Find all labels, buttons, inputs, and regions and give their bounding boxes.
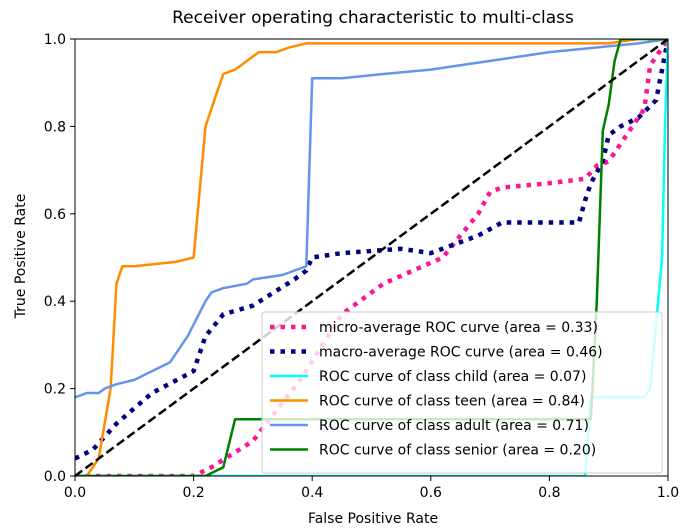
x-axis-label: False Positive Rate [308,511,438,527]
legend-box [261,311,663,474]
legend-label: macro-average ROC curve (area = 0.46) [319,345,603,361]
x-tick-label: 0.2 [182,485,204,501]
y-tick-label: 1.0 [44,32,66,48]
y-axis-ticks: 0.0 0.2 0.4 0.6 0.8 1.0 [44,32,75,485]
x-tick-label: 1.0 [657,485,679,501]
legend-label: ROC curve of class teen (area = 0.84) [319,394,585,410]
series-line-5 [75,39,668,399]
y-axis-label: True Positive Rate [13,194,29,320]
x-tick-label: 0.0 [64,485,86,501]
chance-diagonal-line [75,39,668,476]
x-tick-label: 0.8 [538,485,560,501]
series-line-4 [75,39,668,476]
y-tick-label: 0.2 [44,382,66,398]
y-tick-label: 0.6 [44,207,66,223]
y-tick-label: 0.4 [44,294,66,310]
y-tick-label: 0.8 [44,119,66,135]
series-line-2 [75,39,668,461]
plot-frame [74,38,669,477]
y-tick-label: 0.0 [44,469,66,485]
legend-label: ROC curve of class adult (area = 0.71) [319,418,589,434]
legend-label: ROC curve of class senior (area = 0.20) [319,443,596,459]
x-axis-ticks: 0.0 0.2 0.4 0.6 0.8 1.0 [64,476,679,501]
legend: micro-average ROC curve (area = 0.33) mac… [261,311,663,474]
chart-title: Receiver operating characteristic to mul… [172,8,574,28]
legend-label: ROC curve of class child (area = 0.07) [319,369,586,385]
x-tick-label: 0.6 [420,485,442,501]
legend-label: micro-average ROC curve (area = 0.33) [319,320,598,336]
x-tick-label: 0.4 [301,485,323,501]
